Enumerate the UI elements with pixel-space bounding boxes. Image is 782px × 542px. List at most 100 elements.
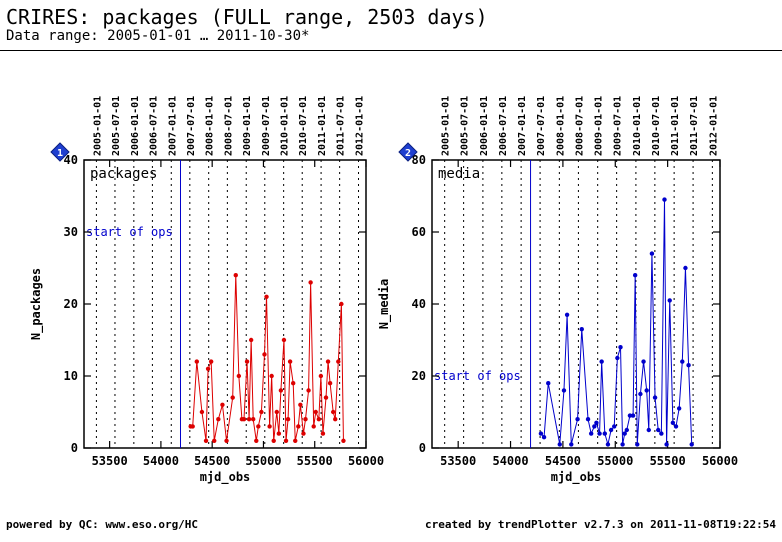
chart-panel-1: 2005-01-01 2005-07-01 2006-01-01 2006-07-01… <box>29 96 384 485</box>
x-tick-label: 55000 <box>597 454 633 468</box>
data-point <box>246 417 252 422</box>
y-tick-label: 30 <box>64 225 78 239</box>
data-point <box>241 417 247 422</box>
data-point <box>646 427 651 433</box>
data-point <box>216 417 221 422</box>
date-tick-label: 2010-07-01 <box>298 96 309 156</box>
date-tick-label: 2011-07-01 <box>689 96 700 156</box>
panel-label: media <box>438 166 480 182</box>
panel-index-badge <box>398 142 418 162</box>
data-point <box>632 273 638 278</box>
date-tick-label: 2009-01-01 <box>242 96 253 156</box>
x-tick-label: 54500 <box>545 454 581 468</box>
data-point <box>285 417 291 422</box>
data-point <box>303 417 308 422</box>
date-tick-label: 2008-01-01 <box>555 96 566 156</box>
date-tick-label: 2011-07-01 <box>336 96 347 156</box>
data-point <box>259 409 264 415</box>
data-point <box>569 442 574 447</box>
x-axis-label: mjd_obs <box>551 470 602 485</box>
data-point <box>290 381 296 386</box>
data-point <box>638 391 643 397</box>
page-title: CRIRES: packages (FULL range, 2503 days) <box>6 5 488 29</box>
date-tick-label: 2011-01-01 <box>317 96 328 156</box>
data-point <box>662 197 667 202</box>
data-point <box>618 345 623 350</box>
panel-label: packages <box>90 166 157 182</box>
date-tick-label: 2006-07-01 <box>148 96 159 156</box>
date-tick-label: 2010-07-01 <box>651 96 662 156</box>
panel-index-label: 1 <box>57 148 63 159</box>
data-point <box>254 438 259 443</box>
x-tick-label: 56000 <box>702 454 738 468</box>
data-point <box>592 424 597 429</box>
data-point <box>615 355 620 361</box>
y-tick-label: 40 <box>64 153 78 167</box>
date-tick-label: 2007-07-01 <box>536 96 547 156</box>
data-point <box>689 442 694 447</box>
data-point <box>311 424 316 429</box>
data-point <box>306 388 311 393</box>
x-tick-label: 53500 <box>92 454 128 468</box>
data-point <box>298 402 303 407</box>
data-point <box>301 431 306 436</box>
data-point <box>652 395 658 400</box>
data-point <box>190 424 195 429</box>
date-tick-label: 2007-01-01 <box>517 96 528 156</box>
data-point <box>287 359 293 364</box>
data-point <box>333 417 338 422</box>
date-tick-label: 2005-01-01 <box>441 96 452 156</box>
data-point <box>274 409 279 415</box>
y-tick-label: 60 <box>412 225 426 239</box>
footer-powered-by: powered by QC: www.eso.org/HC <box>6 518 199 531</box>
date-tick-label: 2010-01-01 <box>632 96 643 156</box>
data-point <box>635 442 640 447</box>
start-of-ops-label: start of ops <box>86 225 173 239</box>
y-tick-label: 0 <box>71 441 78 455</box>
data-point <box>199 409 205 415</box>
data-point <box>212 438 217 443</box>
panel-index-badge <box>50 142 70 162</box>
y-tick-label: 40 <box>412 297 426 311</box>
data-point <box>269 373 274 379</box>
date-tick-label: 2009-07-01 <box>261 96 272 156</box>
header: CRIRES: packages (FULL range, 2503 days)… <box>0 5 782 51</box>
data-point <box>612 424 617 429</box>
data-point <box>579 327 584 332</box>
data-point <box>220 402 225 407</box>
x-tick-label: 55500 <box>650 454 686 468</box>
data-point <box>676 406 682 411</box>
panel-index-label: 2 <box>405 148 411 159</box>
footer-created-by: created by trendPlotter v2.7.3 on 2011-1… <box>425 518 776 531</box>
data-point <box>546 381 551 386</box>
data-point <box>264 294 269 299</box>
data-point <box>278 388 284 393</box>
data-point <box>248 337 254 343</box>
x-axis-label: mjd_obs <box>200 470 251 485</box>
date-tick-label: 2008-07-01 <box>223 96 234 156</box>
data-point <box>630 413 636 418</box>
start-of-ops-label: start of ops <box>434 369 521 383</box>
data-point <box>575 417 580 422</box>
data-point <box>330 409 336 415</box>
data-point <box>673 424 679 429</box>
x-tick-label: 53500 <box>440 454 476 468</box>
data-point <box>236 373 242 379</box>
data-point <box>602 431 607 436</box>
data-point <box>605 442 611 447</box>
data-point <box>644 388 649 393</box>
date-tick-label: 2006-01-01 <box>479 96 490 156</box>
data-point <box>230 395 235 400</box>
date-tick-label: 2009-07-01 <box>613 96 624 156</box>
data-point <box>251 417 256 422</box>
data-point <box>599 359 604 364</box>
plot-frame <box>83 159 367 449</box>
data-point <box>336 359 341 364</box>
data-point <box>564 312 570 317</box>
data-point <box>262 352 267 357</box>
data-point <box>597 431 602 436</box>
y-tick-label: 10 <box>64 369 78 383</box>
data-point <box>276 431 282 436</box>
date-tick-label: 2008-07-01 <box>574 96 585 156</box>
data-point <box>641 359 646 364</box>
